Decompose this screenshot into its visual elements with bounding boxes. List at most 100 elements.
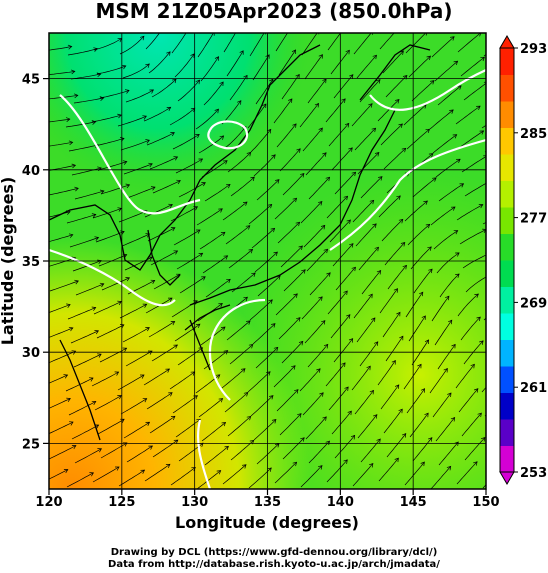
chart-title: MSM 21Z05Apr2023 (850.0hPa) xyxy=(95,0,453,23)
streamline-arrow xyxy=(368,293,373,299)
y-axis-title: Latitude (degrees) xyxy=(0,177,17,346)
streamline-arrow xyxy=(368,103,373,108)
streamline xyxy=(171,33,187,54)
streamline-arrow xyxy=(176,179,181,185)
streamline-arrow xyxy=(245,225,251,230)
streamline xyxy=(381,219,404,242)
streamline-arrow xyxy=(96,72,102,78)
streamline-arrow xyxy=(273,346,279,352)
streamline xyxy=(148,51,171,74)
streamline xyxy=(198,135,224,154)
streamline-arrow xyxy=(117,300,122,306)
streamline xyxy=(101,277,130,291)
streamline xyxy=(405,33,427,54)
streamline xyxy=(302,127,323,152)
streamline xyxy=(76,20,104,31)
streamline xyxy=(460,316,481,341)
streamline-arrow xyxy=(344,386,349,391)
streamline xyxy=(257,275,281,297)
streamline xyxy=(143,368,170,386)
streamline-arrow xyxy=(366,365,371,371)
colorbar-segment xyxy=(500,233,514,261)
streamline xyxy=(97,418,125,435)
streamline-arrow xyxy=(391,360,396,365)
streamline-arrow xyxy=(350,2,354,6)
streamline xyxy=(279,413,302,436)
streamline xyxy=(437,344,456,370)
streamline xyxy=(378,457,399,482)
streamline xyxy=(67,48,98,56)
streamline xyxy=(380,123,403,146)
streamline xyxy=(326,195,348,219)
streamline xyxy=(300,201,323,224)
streamline-arrow xyxy=(322,416,327,421)
colorbar-segment xyxy=(500,313,514,340)
streamline-arrow xyxy=(396,195,401,200)
streamline xyxy=(151,78,177,98)
streamline-arrow xyxy=(291,365,296,370)
streamline xyxy=(359,79,381,103)
streamline xyxy=(75,283,104,296)
streamline xyxy=(199,232,226,250)
streamline xyxy=(457,293,479,317)
streamline-arrow xyxy=(346,314,351,319)
streamline xyxy=(412,177,437,198)
streamline xyxy=(170,467,196,486)
streamline xyxy=(403,364,422,390)
streamline-arrow xyxy=(267,203,273,209)
streamline xyxy=(68,144,99,152)
streamline-arrow xyxy=(185,28,189,32)
streamline-arrow xyxy=(249,439,255,445)
streamline-arrow xyxy=(347,410,352,416)
streamline xyxy=(461,412,482,437)
streamline-arrow xyxy=(351,171,357,177)
streamline-arrow xyxy=(297,2,301,6)
streamline xyxy=(434,60,458,82)
streamline xyxy=(299,103,319,128)
streamline-arrow xyxy=(325,176,331,182)
streamline xyxy=(258,6,274,32)
streamline-arrow xyxy=(314,102,320,108)
streamline xyxy=(455,364,475,389)
streamline-arrow xyxy=(375,79,381,84)
streamline xyxy=(154,0,171,25)
streamline xyxy=(299,368,321,392)
colorbar-tick-label: 293 xyxy=(520,42,547,57)
streamline-arrow xyxy=(394,384,400,389)
streamline-arrow xyxy=(246,320,251,325)
streamline-arrow xyxy=(457,85,462,90)
streamline xyxy=(356,54,377,79)
streamline-arrow xyxy=(425,128,431,134)
streamline-arrow xyxy=(291,49,296,55)
streamline xyxy=(229,75,248,101)
streamline xyxy=(429,109,454,130)
streamline xyxy=(360,176,383,199)
streamline xyxy=(380,384,400,410)
streamline-arrow xyxy=(195,79,201,85)
streamline-arrow xyxy=(139,35,145,41)
streamline-arrow xyxy=(453,230,459,235)
streamline xyxy=(385,336,404,362)
colorbar-tick-label: 277 xyxy=(520,212,547,227)
streamline xyxy=(126,445,153,463)
streamline-arrow xyxy=(292,461,298,467)
streamline xyxy=(429,368,448,394)
streamline xyxy=(222,464,247,485)
streamline xyxy=(358,246,379,271)
streamline xyxy=(303,225,326,248)
streamline xyxy=(273,98,293,124)
footer-credit-data: Data from http://database.rish.kyoto-u.a… xyxy=(108,559,440,570)
streamline xyxy=(386,433,407,458)
streamline-arrow xyxy=(350,434,356,440)
streamline xyxy=(352,463,374,487)
streamline-arrow xyxy=(323,343,329,349)
streamline xyxy=(379,288,398,314)
streamline-arrow xyxy=(455,252,460,257)
streamline xyxy=(434,319,453,346)
streamline xyxy=(252,54,270,81)
streamline-arrow xyxy=(140,374,145,379)
streamline-arrow xyxy=(349,243,354,248)
streamline-arrow xyxy=(145,233,151,238)
streamline-arrow xyxy=(404,3,408,7)
streamline xyxy=(328,123,350,147)
